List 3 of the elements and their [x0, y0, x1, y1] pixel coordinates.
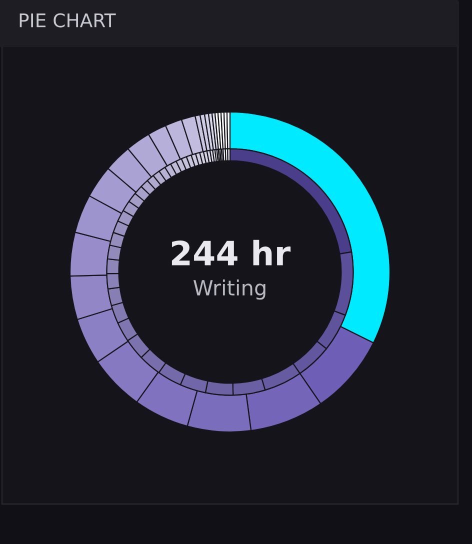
- text: 244 hr: [172, 240, 291, 266]
- text: Writing: [193, 280, 266, 300]
- chart-title: PIE CHART: [20, 13, 116, 28]
